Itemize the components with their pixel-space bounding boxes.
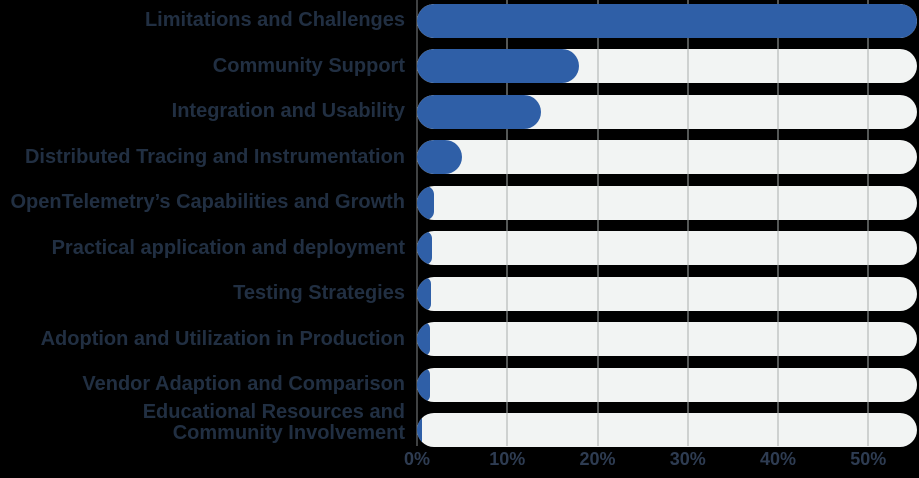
- bar-row: Vendor Adaption and Comparison: [0, 362, 917, 408]
- bar-track: [417, 231, 917, 266]
- x-axis: 0% 10% 20% 30% 40% 50%: [404, 449, 917, 473]
- bar-fill: [417, 140, 463, 175]
- bar-track: [417, 367, 917, 402]
- bar-track: [417, 185, 917, 220]
- bar-row: Adoption and Utilization in Production: [0, 317, 917, 363]
- bar-fill: [417, 94, 541, 129]
- bar-row: Limitations and Challenges: [0, 0, 917, 44]
- category-label: Testing Strategies: [233, 282, 405, 305]
- bar-row: Distributed Tracing and Instrumentation: [0, 135, 917, 181]
- category-label: Integration and Usability: [171, 100, 405, 123]
- category-label: OpenTelemetry’s Capabilities and Growth: [10, 191, 405, 214]
- category-label: Practical application and deployment: [51, 236, 405, 259]
- bar-track: [417, 413, 917, 448]
- bar-fill: [417, 231, 433, 266]
- bar-row: Educational Resources and Community Invo…: [0, 402, 917, 454]
- category-label: Vendor Adaption and Comparison: [82, 373, 405, 396]
- category-label: Educational Resources and Community Invo…: [142, 401, 405, 445]
- x-tick-label-20: 20%: [579, 449, 616, 469]
- bar-fill: [417, 276, 432, 311]
- bar-row: Practical application and deployment: [0, 226, 917, 272]
- bar-fill: [417, 185, 435, 220]
- category-label: Adoption and Utilization in Production: [40, 327, 405, 350]
- x-tick-label-40: 40%: [759, 449, 797, 469]
- bar-fill: [417, 413, 422, 448]
- bar-track: [417, 94, 917, 129]
- bar-fill: [417, 322, 430, 357]
- category-label: Distributed Tracing and Instrumentation: [24, 145, 405, 168]
- bar-row: Integration and Usability: [0, 89, 917, 135]
- bar-row: Community Support: [0, 44, 917, 90]
- bar-fill: [417, 3, 917, 38]
- bar-row: OpenTelemetry’s Capabilities and Growth: [0, 180, 917, 226]
- bar-fill: [417, 49, 580, 84]
- x-tick-label-50: 50%: [850, 449, 887, 469]
- bar-fill: [417, 367, 430, 402]
- bar-row: Testing Strategies: [0, 271, 917, 317]
- category-label: Community Support: [212, 54, 405, 77]
- x-tick-label-30: 30%: [669, 449, 706, 469]
- x-tick-label-0: 0%: [403, 449, 431, 469]
- bar-track: [417, 140, 917, 175]
- bar-rows: Limitations and Challenges Community Sup…: [0, 0, 917, 454]
- x-tick-label-10: 10%: [489, 449, 526, 469]
- bar-track: [417, 276, 917, 311]
- bar-track: [417, 322, 917, 357]
- category-label: Limitations and Challenges: [144, 9, 405, 32]
- bar-track: [417, 49, 917, 84]
- bar-track: [417, 3, 917, 38]
